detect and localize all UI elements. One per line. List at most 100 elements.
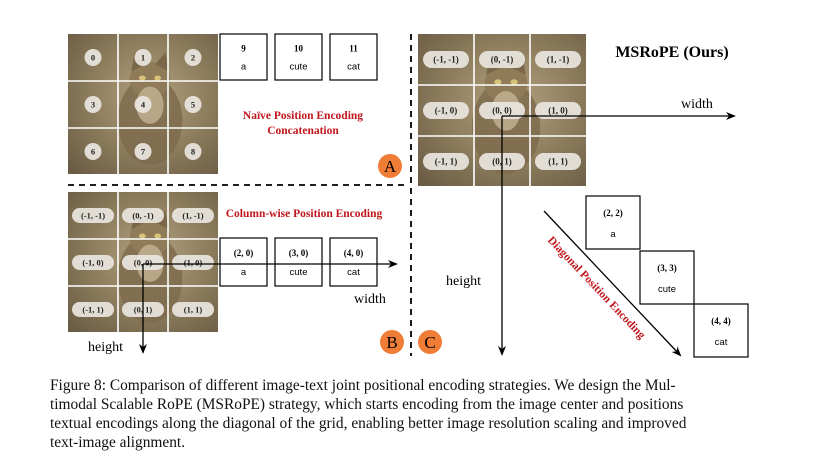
token-a-box <box>329 33 378 81</box>
grid-cell-a-label: 5 <box>191 100 195 110</box>
badge-c-circle <box>418 330 442 354</box>
grid-cell-c-label: (-1, 1) <box>435 157 458 167</box>
token-a-text: cute <box>290 61 308 72</box>
grid-cell-c-pill <box>423 153 469 170</box>
token-b-index: (2, 0) <box>234 248 254 258</box>
grid-cell-a-pill <box>134 96 152 113</box>
grid-cell-b-pill <box>122 208 164 223</box>
badge-a: A <box>384 157 397 176</box>
token-b-text: a <box>241 267 247 278</box>
grid-cell-a-pill <box>184 96 202 113</box>
grid-cell-a-pill <box>84 49 102 66</box>
panel-c: (-1, -1) (0, -1) (1, -1) (-1, 0) (0, 0) (1, 0… <box>418 34 749 358</box>
caption-line: text-image alignment. <box>50 434 186 451</box>
grid-cell-a-label: 2 <box>191 53 195 63</box>
token-c-index: (3, 3) <box>657 263 677 273</box>
height-label-b: height <box>88 340 123 355</box>
figure-diagram: 0 1 2 3 4 5 6 7 8 9 a 10 cute 11 cat Naïve Position E… <box>68 33 749 358</box>
token-b-text: cat <box>347 267 360 278</box>
badge-b-circle <box>380 330 404 354</box>
grid-cell-c-label: (1, 1) <box>548 157 568 167</box>
token-a-index: 9 <box>241 43 246 53</box>
token-c-box <box>693 303 749 358</box>
grid-cell-a-pill <box>84 143 102 160</box>
token-b-text: cute <box>290 267 308 278</box>
grid-cell-b-label: (1, 0) <box>184 258 203 268</box>
grid-cell-c-pill <box>479 51 525 68</box>
grid-cell-b-label: (1, -1) <box>182 211 203 221</box>
grid-cell-a-label: 8 <box>191 147 195 157</box>
grid-cell-a-label: 4 <box>141 100 146 110</box>
grid-cell-b-pill <box>72 302 114 317</box>
grid-cell-a-label: 6 <box>91 147 95 157</box>
panel-b-title: Column-wise Position Encoding <box>226 208 383 220</box>
grid-cell-b-pill <box>72 208 114 223</box>
grid-cell-b-label: (-1, -1) <box>81 211 105 221</box>
token-c-text: cat <box>715 337 728 348</box>
grid-cell-c-label: (1, 0) <box>548 106 568 116</box>
token-a-text: cat <box>347 61 360 72</box>
token-c-text: a <box>610 229 616 240</box>
grid-cell-a-label: 0 <box>91 53 95 63</box>
token-b-index: (4, 0) <box>344 248 364 258</box>
grid-lines-b <box>68 192 218 332</box>
grid-cell-b-label: (1, 1) <box>184 305 203 315</box>
grid-cell-a-pill <box>184 143 202 160</box>
token-c-text: cute <box>658 284 676 295</box>
grid-cell-c-pill <box>423 51 469 68</box>
panel-b: (-1, -1) (0, -1) (1, -1) (-1, 0) (0, 0) (1, 0… <box>68 192 404 355</box>
token-a-box <box>219 33 268 81</box>
token-c-box <box>585 195 641 250</box>
token-a-index: 10 <box>294 43 304 53</box>
badge-b: B <box>386 333 397 352</box>
diagonal-arrow <box>543 210 682 357</box>
grid-cell-b-label: (-1, 0) <box>82 258 103 268</box>
grid-cell-a-pill <box>134 49 152 66</box>
grid-cell-b-pill <box>72 255 114 270</box>
grid-cell-b-pill <box>172 208 214 223</box>
grid-cell-a-pill <box>134 143 152 160</box>
caption-line: timodal Scalable RoPE (MSRoPE) strategy,… <box>50 396 684 413</box>
token-b-box <box>219 237 268 287</box>
diagonal-label: Diagonal Position Encoding <box>545 234 648 341</box>
caption-line: textual encodings along the diagonal of … <box>50 415 687 432</box>
token-a-index: 11 <box>349 43 358 53</box>
grid-cell-b-pill <box>172 302 214 317</box>
grid-cell-b-pill <box>172 255 214 270</box>
grid-cell-c-pill <box>479 102 525 119</box>
grid-cell-b-label: (-1, 1) <box>82 305 103 315</box>
grid-cell-a-label: 1 <box>141 53 145 63</box>
grid-cell-a-label: 3 <box>91 100 95 110</box>
grid-cell-c-label: (0, -1) <box>491 55 514 65</box>
token-b-box <box>274 237 323 287</box>
token-c-box <box>639 250 695 305</box>
grid-cell-a-pill <box>184 49 202 66</box>
grid-cell-c-label: (-1, 0) <box>435 106 458 116</box>
grid-cell-c-label: (1, -1) <box>547 55 570 65</box>
token-c-index: (2, 2) <box>603 208 623 218</box>
grid-cell-a-pill <box>84 96 102 113</box>
grid-cell-c-pill <box>535 153 581 170</box>
panel-a: 0 1 2 3 4 5 6 7 8 9 a 10 cute 11 cat Naïve Position E… <box>68 33 402 178</box>
caption-line: Figure 8: Comparison of different image-… <box>50 377 676 394</box>
grid-cell-c-label: (-1, -1) <box>433 55 459 65</box>
token-b-index: (3, 0) <box>289 248 309 258</box>
grid-cell-b-label: (0, 0) <box>134 258 153 268</box>
badge-a-circle <box>378 154 402 178</box>
width-label-b: width <box>354 292 386 307</box>
token-a-box <box>274 33 323 81</box>
width-label-c: width <box>681 97 713 112</box>
grid-cell-b-label: (0, -1) <box>132 211 153 221</box>
grid-cell-a-label: 7 <box>141 147 146 157</box>
token-c-index: (4, 4) <box>711 316 731 326</box>
grid-cell-c-pill <box>423 102 469 119</box>
figure-caption: Figure 8: Comparison of different image-… <box>50 376 790 452</box>
badge-c: C <box>424 333 435 352</box>
token-a-text: a <box>241 61 247 72</box>
grid-cell-c-label: (0, 0) <box>492 106 512 116</box>
height-label-c: height <box>446 274 481 289</box>
panel-a-title-line2: Concatenation <box>267 125 339 137</box>
panel-a-title-line1: Naïve Position Encoding <box>243 110 363 122</box>
grid-cell-b-pill <box>122 255 164 270</box>
